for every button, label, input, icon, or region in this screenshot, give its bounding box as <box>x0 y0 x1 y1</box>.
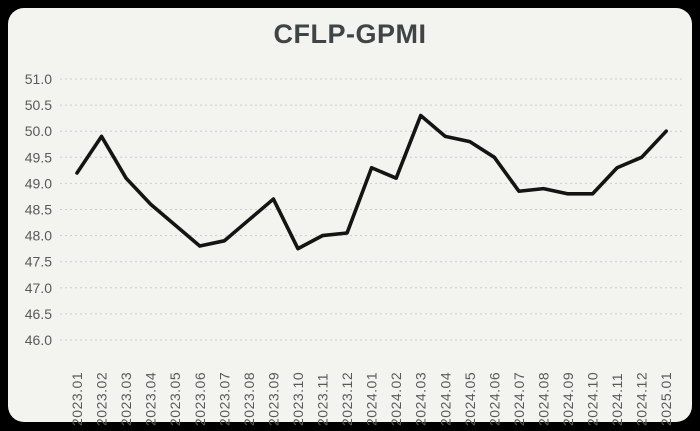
y-tick-label: 46.5 <box>25 306 52 322</box>
x-tick-label: 2024.04 <box>437 372 453 426</box>
x-tick-label: 2024.08 <box>535 372 551 426</box>
x-tick-label: 2024.05 <box>462 372 478 426</box>
x-tick-label: 2023.10 <box>290 372 306 426</box>
x-tick-label: 2024.06 <box>486 372 502 426</box>
y-tick-label: 50.5 <box>25 97 52 113</box>
x-tick-label: 2024.11 <box>609 373 625 426</box>
x-tick-label: 2023.05 <box>167 372 183 426</box>
chart-card <box>8 8 692 422</box>
y-tick-label: 47.0 <box>25 280 52 296</box>
y-tick-label: 48.5 <box>25 202 52 218</box>
y-tick-label: 50.0 <box>25 123 52 139</box>
y-tick-labels: 51.0 50.5 50.0 49.5 49.0 48.5 48.0 47.5 47.0 46.5… <box>25 71 52 348</box>
x-tick-label: 2023.02 <box>94 372 110 426</box>
x-tick-label: 2024.09 <box>560 372 576 426</box>
y-tick-label: 49.5 <box>25 149 52 165</box>
x-tick-label: 2023.07 <box>216 372 232 426</box>
y-tick-label: 49.0 <box>25 175 52 191</box>
x-tick-label: 2023.11 <box>315 373 331 426</box>
x-tick-label: 2023.12 <box>339 372 355 426</box>
y-tick-label: 47.5 <box>25 254 52 270</box>
chart-title: CFLP-GPMI <box>273 19 427 49</box>
x-tick-label: 2023.06 <box>192 372 208 426</box>
x-tick-label: 2023.09 <box>265 372 281 426</box>
series-group <box>75 113 669 251</box>
x-tick-label: 2023.08 <box>241 372 257 426</box>
x-tick-label: 2024.07 <box>511 372 527 426</box>
y-tick-label: 48.0 <box>25 228 52 244</box>
x-tick-label: 2023.01 <box>69 372 85 426</box>
y-tick-label: 46.0 <box>25 332 52 348</box>
pmi-series-line <box>75 113 669 251</box>
x-tick-label: 2024.02 <box>388 372 404 426</box>
x-tick-label: 2023.04 <box>143 372 159 426</box>
x-tick-label: 2024.03 <box>413 372 429 426</box>
x-tick-label: 2024.12 <box>634 372 650 426</box>
x-tick-label: 2024.10 <box>585 372 601 426</box>
y-tick-label: 51.0 <box>25 71 52 87</box>
x-tick-label: 2025.01 <box>658 372 674 426</box>
x-tick-label: 2024.01 <box>364 372 380 426</box>
y-gridlines <box>60 78 684 341</box>
x-tick-label: 2023.03 <box>118 372 134 426</box>
x-tick-labels: 2023.01 2023.02 2023.03 2023.04 2023.05 2023.… <box>69 372 674 426</box>
